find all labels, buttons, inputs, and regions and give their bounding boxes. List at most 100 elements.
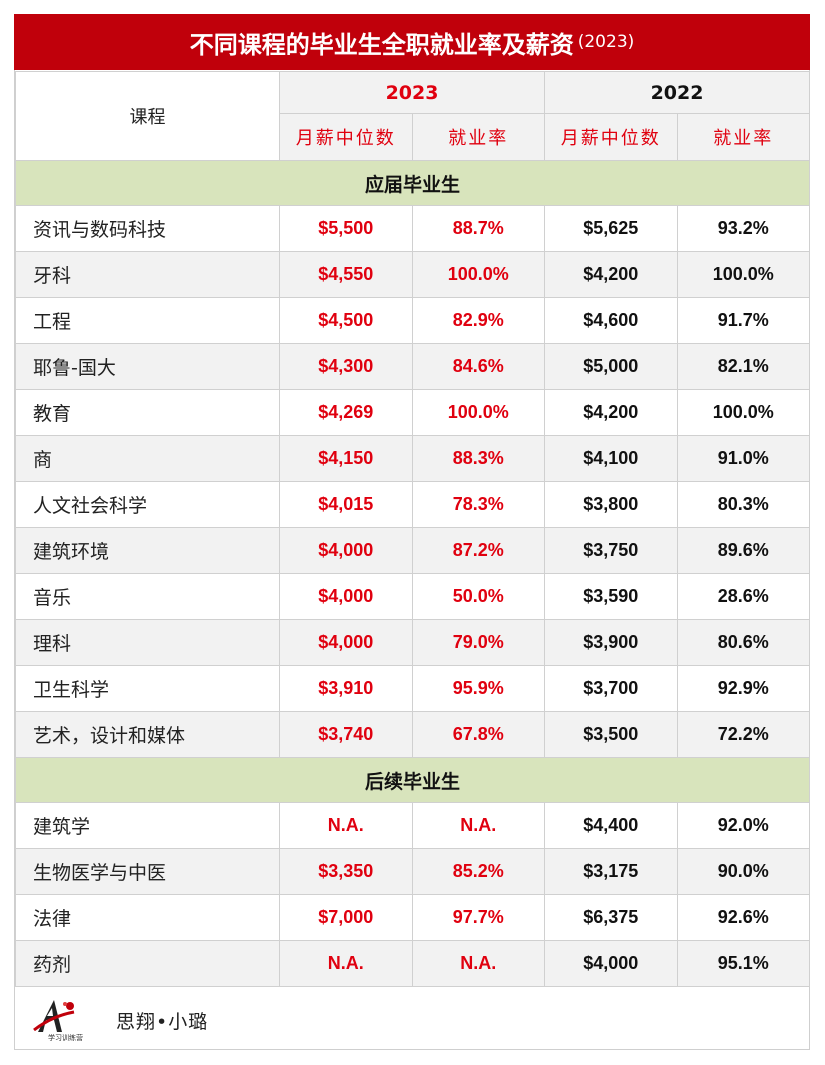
rate-2023-cell: 100.0% (411, 389, 546, 436)
rate-2022-cell: 95.1% (676, 940, 811, 987)
rate-2023-cell: 100.0% (411, 251, 546, 298)
salary-2023-cell: N.A. (279, 802, 413, 849)
salary-2023-cell: $7,000 (279, 894, 413, 941)
rate-2023-cell: N.A. (411, 940, 546, 987)
course-name-cell: 人文社会科学 (15, 481, 280, 528)
salary-2023-cell: $5,500 (279, 205, 413, 252)
rate-2023-cell: 95.9% (411, 665, 546, 712)
rate-2023-cell: 88.7% (411, 205, 546, 252)
salary-2023-cell: $4,550 (279, 251, 413, 298)
course-name-cell: 法律 (15, 894, 280, 941)
section-row: 后续毕业生 (14, 757, 811, 803)
salary-2023-cell: N.A. (279, 940, 413, 987)
rate-2022-cell: 92.9% (676, 665, 811, 712)
rate-2022-cell: 91.7% (676, 297, 811, 344)
salary-2023-cell: $4,150 (279, 435, 413, 482)
rate-2023-cell: 79.0% (411, 619, 546, 666)
section-label: 应届毕业生 (14, 160, 811, 206)
salary-2023-cell: $3,350 (279, 848, 413, 895)
table-row: 牙科 $4,550 100.0% $4,200 100.0% (15, 251, 811, 298)
rate-2023-cell: 67.8% (411, 711, 546, 758)
table-row: 卫生科学 $3,910 95.9% $3,700 92.9% (15, 665, 811, 712)
table-row: 建筑学 N.A. N.A. $4,400 92.0% (15, 802, 811, 849)
page-title: 不同课程的毕业生全职就业率及薪资 (189, 30, 574, 59)
title-bar: 不同课程的毕业生全职就业率及薪资 (2023) (14, 14, 810, 70)
table-row: 法律 $7,000 97.7% $6,375 92.6% (15, 894, 811, 941)
salary-2022-cell: $4,100 (544, 435, 678, 482)
rate-2023-cell: 85.2% (411, 848, 546, 895)
table-row: 理科 $4,000 79.0% $3,900 80.6% (15, 619, 811, 666)
header-2023-median-salary: 月薪中位数 (279, 113, 413, 161)
table-row: 教育 $4,269 100.0% $4,200 100.0% (15, 389, 811, 436)
course-name-cell: 生物医学与中医 (15, 848, 280, 895)
course-name-cell: 牙科 (15, 251, 280, 298)
table-body: 应届毕业生 资讯与数码科技 $5,500 88.7% $5,625 93.2% 牙科 $4,5… (14, 160, 811, 987)
course-name-cell: 工程 (15, 297, 280, 344)
section-label: 后续毕业生 (14, 757, 811, 803)
salary-2023-cell: $4,500 (279, 297, 413, 344)
header-year-2022: 2022 (544, 71, 811, 114)
footer: 学习训练营 思翔•小璐 (30, 996, 208, 1044)
salary-2022-cell: $4,200 (544, 389, 678, 436)
brand-name: 思翔•小璐 (116, 1010, 209, 1033)
rate-2023-cell: 84.6% (411, 343, 546, 390)
salary-2022-cell: $3,700 (544, 665, 678, 712)
table-row: 资讯与数码科技 $5,500 88.7% $5,625 93.2% (15, 205, 811, 252)
course-name-cell: 建筑环境 (15, 527, 280, 574)
rate-2022-cell: 82.1% (676, 343, 811, 390)
salary-2022-cell: $3,500 (544, 711, 678, 758)
course-name-cell: 卫生科学 (15, 665, 280, 712)
course-name-cell: 建筑学 (15, 802, 280, 849)
salary-2022-cell: $3,800 (544, 481, 678, 528)
table-row: 工程 $4,500 82.9% $4,600 91.7% (15, 297, 811, 344)
salary-2022-cell: $4,200 (544, 251, 678, 298)
table-row: 建筑环境 $4,000 87.2% $3,750 89.6% (15, 527, 811, 574)
rate-2022-cell: 92.0% (676, 802, 811, 849)
course-name-cell: 艺术，设计和媒体 (15, 711, 280, 758)
salary-2023-cell: $4,015 (279, 481, 413, 528)
rate-2023-cell: 87.2% (411, 527, 546, 574)
table-row: 人文社会科学 $4,015 78.3% $3,800 80.3% (15, 481, 811, 528)
rate-2022-cell: 89.6% (676, 527, 811, 574)
rate-2022-cell: 80.3% (676, 481, 811, 528)
salary-2022-cell: $6,375 (544, 894, 678, 941)
course-name-cell: 药剂 (15, 940, 280, 987)
salary-2023-cell: $4,269 (279, 389, 413, 436)
rate-2023-cell: 97.7% (411, 894, 546, 941)
table-row: 药剂 N.A. N.A. $4,000 95.1% (15, 940, 811, 987)
table-row: 艺术，设计和媒体 $3,740 67.8% $3,500 72.2% (15, 711, 811, 758)
salary-2023-cell: $4,300 (279, 343, 413, 390)
table-row: 商 $4,150 88.3% $4,100 91.0% (15, 435, 811, 482)
rate-2022-cell: 100.0% (676, 251, 811, 298)
salary-2022-cell: $3,750 (544, 527, 678, 574)
course-name-cell: 商 (15, 435, 280, 482)
salary-2023-cell: $4,000 (279, 527, 413, 574)
section-row: 应届毕业生 (14, 160, 811, 206)
rate-2023-cell: 82.9% (411, 297, 546, 344)
table-row: 音乐 $4,000 50.0% $3,590 28.6% (15, 573, 811, 620)
course-name-cell: 理科 (15, 619, 280, 666)
salary-2022-cell: $5,625 (544, 205, 678, 252)
header-2023-employment-rate: 就业率 (411, 113, 546, 161)
table-row: 耶鲁-国大 $4,300 84.6% $5,000 82.1% (15, 343, 811, 390)
salary-2022-cell: $4,600 (544, 297, 678, 344)
rate-2022-cell: 91.0% (676, 435, 811, 482)
header-2022-median-salary: 月薪中位数 (544, 113, 678, 161)
rate-2022-cell: 28.6% (676, 573, 811, 620)
rate-2022-cell: 100.0% (676, 389, 811, 436)
salary-2022-cell: $3,175 (544, 848, 678, 895)
salary-2022-cell: $3,900 (544, 619, 678, 666)
rate-2022-cell: 93.2% (676, 205, 811, 252)
rate-2023-cell: N.A. (411, 802, 546, 849)
header-year-2023: 2023 (278, 71, 546, 114)
salary-2023-cell: $4,000 (279, 573, 413, 620)
salary-2023-cell: $3,910 (279, 665, 413, 712)
salary-2022-cell: $4,400 (544, 802, 678, 849)
course-name-cell: 教育 (15, 389, 280, 436)
rate-2022-cell: 80.6% (676, 619, 811, 666)
course-name-cell: 资讯与数码科技 (15, 205, 280, 252)
course-name-cell: 音乐 (15, 573, 280, 620)
rate-2022-cell: 90.0% (676, 848, 811, 895)
rate-2023-cell: 50.0% (411, 573, 546, 620)
course-name-cell: 耶鲁-国大 (15, 343, 280, 390)
